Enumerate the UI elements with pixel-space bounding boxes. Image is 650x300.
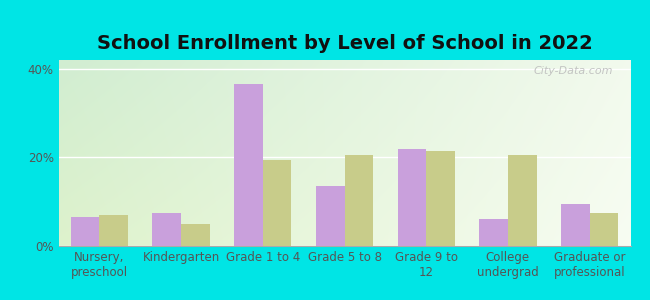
- Bar: [234, 84, 263, 246]
- Bar: [71, 217, 99, 246]
- Title: School Enrollment by Level of School in 2022: School Enrollment by Level of School in …: [97, 34, 592, 53]
- Bar: [590, 213, 618, 246]
- Bar: [263, 160, 291, 246]
- Bar: [153, 213, 181, 246]
- Bar: [508, 155, 536, 246]
- Bar: [316, 186, 344, 246]
- Bar: [479, 219, 508, 246]
- Text: City-Data.com: City-Data.com: [534, 66, 614, 76]
- Bar: [99, 215, 128, 246]
- Bar: [181, 224, 210, 246]
- Bar: [561, 204, 590, 246]
- Bar: [398, 148, 426, 246]
- Bar: [426, 151, 455, 246]
- Bar: [344, 155, 373, 246]
